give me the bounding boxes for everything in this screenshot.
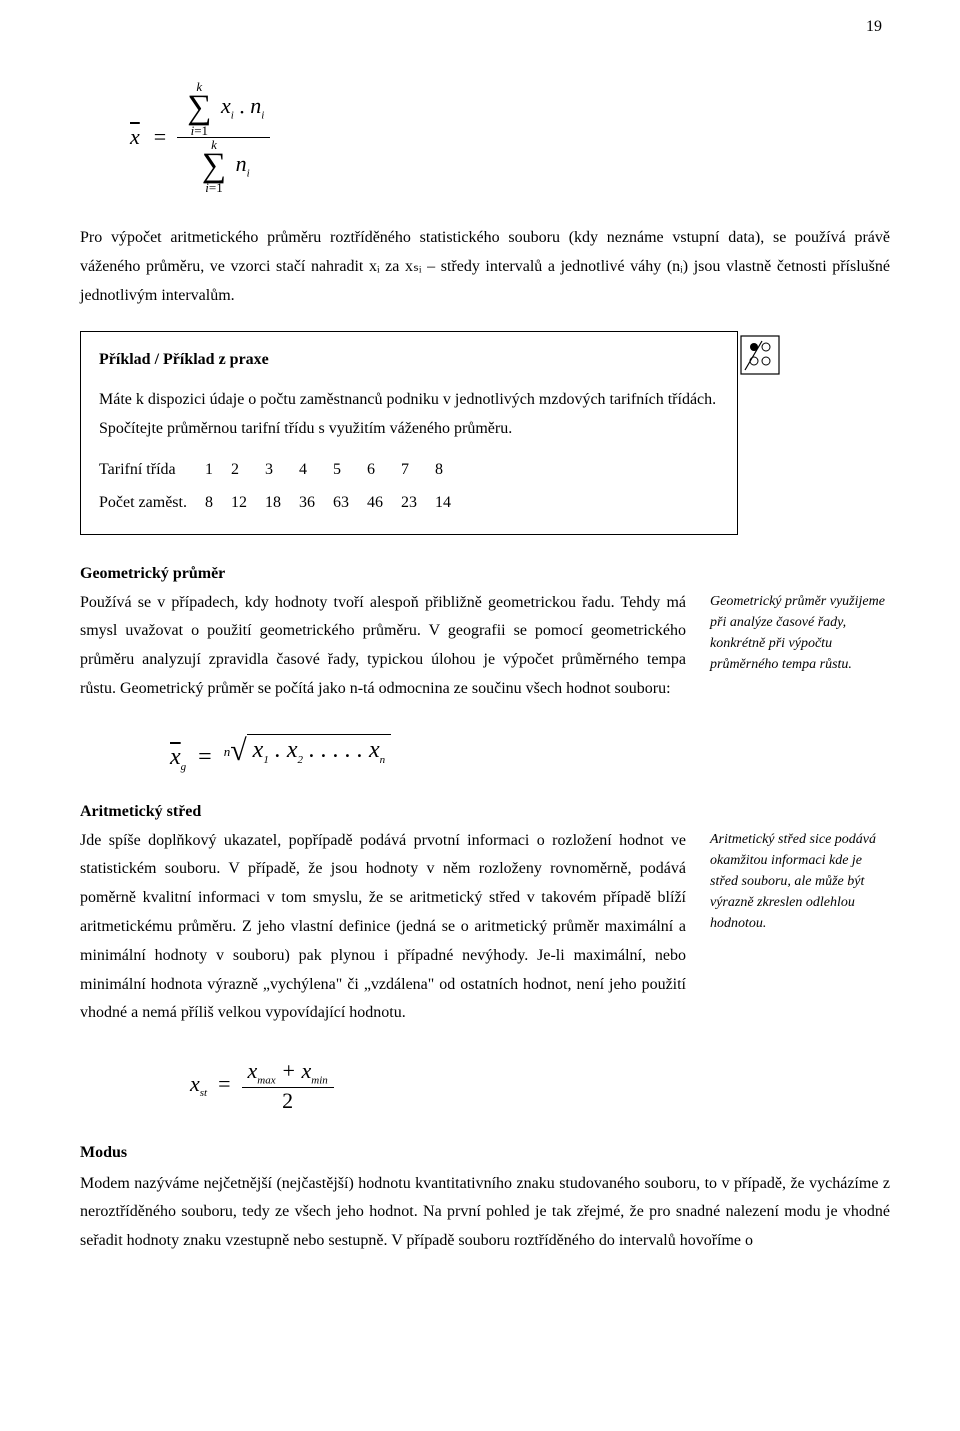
heading-geometric: Geometrický průměr (80, 565, 890, 583)
arithmetic-section: Jde spíše doplňkový ukazatel, popřípadě … (80, 827, 890, 1029)
example-table: Tarifní třída 1 2 3 4 5 6 7 8 Počet zamě… (99, 454, 469, 520)
heading-modus: Modus (80, 1144, 890, 1162)
geometric-section: Používá se v případech, kdy hodnoty tvoř… (80, 589, 890, 704)
formula-weighted-mean: x = k ∑ i=1 xi . ni k ∑ i=1 ni (130, 80, 890, 194)
page-root: 19 x = k ∑ i=1 xi . ni k ∑ i=1 ni (0, 0, 960, 1431)
formula-arithmetic-middle: xst = xmax + xmin 2 (190, 1058, 890, 1113)
modus-body: Modem nazýváme nejčetnější (nejčastější)… (80, 1170, 890, 1256)
page-number: 19 (866, 18, 882, 36)
table-row: Tarifní třída 1 2 3 4 5 6 7 8 (99, 454, 469, 487)
example-body: Máte k dispozici údaje o počtu zaměstnan… (99, 386, 719, 444)
example-box: Příklad / Příklad z praxe Máte k dispozi… (80, 331, 738, 535)
formula-geometric-mean: xg = n √ x1 . x2 . . . . . xn (170, 734, 890, 773)
billiard-icon (740, 335, 780, 380)
row-label: Počet zaměst. (99, 487, 205, 520)
table-row: Počet zaměst. 8 12 18 36 63 46 23 14 (99, 487, 469, 520)
geometric-margin-note: Geometrický průměr využijeme při analýze… (710, 589, 890, 675)
para-intro: Pro výpočet aritmetického průměru roztří… (80, 224, 890, 310)
geometric-body: Používá se v případech, kdy hodnoty tvoř… (80, 589, 686, 704)
arithmetic-body: Jde spíše doplňkový ukazatel, popřípadě … (80, 827, 686, 1029)
row-label: Tarifní třída (99, 454, 205, 487)
example-heading: Příklad / Příklad z praxe (99, 346, 719, 375)
arithmetic-margin-note: Aritmetický střed sice podává okamžitou … (710, 827, 890, 934)
heading-arithmetic: Aritmetický střed (80, 803, 890, 821)
